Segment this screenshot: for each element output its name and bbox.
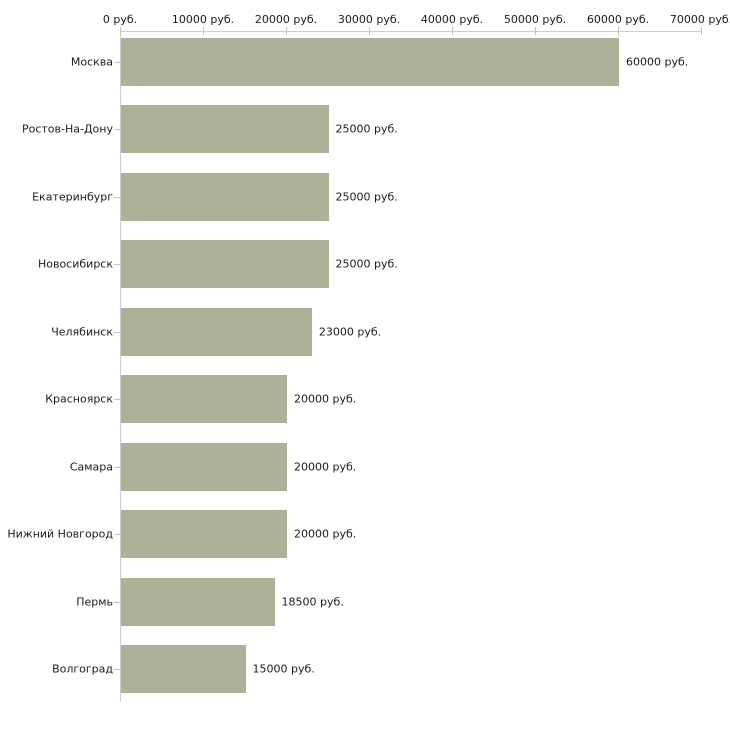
x-axis-tick — [120, 27, 121, 35]
x-axis-tick-label: 60000 руб. — [586, 13, 650, 26]
x-axis-tick-label: 40000 руб. — [420, 13, 484, 26]
x-axis-tick-label: 50000 руб. — [503, 13, 567, 26]
x-axis-tick — [369, 27, 370, 35]
x-axis-tick-label: 20000 руб. — [254, 13, 318, 26]
value-label: 23000 руб. — [318, 325, 382, 339]
x-axis-tick — [203, 27, 204, 35]
bar — [121, 105, 329, 154]
category-label: Челябинск — [51, 325, 113, 339]
value-label: 25000 руб. — [335, 257, 398, 271]
x-axis-tick — [452, 27, 453, 35]
x-axis-tick-label: 10000 руб. — [171, 13, 235, 26]
category-tick — [114, 61, 120, 63]
value-label: 20000 руб. — [294, 460, 357, 474]
bar — [121, 577, 275, 626]
category-tick — [114, 399, 120, 401]
category-label: Новосибирск — [37, 257, 113, 271]
value-label: 25000 руб. — [335, 122, 398, 136]
bar — [121, 645, 246, 694]
bar — [121, 442, 287, 491]
bar — [121, 307, 312, 356]
value-label: 25000 руб. — [335, 190, 398, 204]
category-label: Красноярск — [45, 392, 113, 406]
category-tick — [114, 534, 120, 536]
value-label: 18500 руб. — [281, 595, 344, 609]
category-tick — [114, 601, 120, 603]
value-label: 20000 руб. — [294, 392, 357, 406]
x-axis-tick — [286, 27, 287, 35]
bar — [121, 375, 287, 424]
x-axis-tick — [618, 27, 619, 35]
category-tick — [114, 331, 120, 333]
bar — [121, 240, 329, 289]
category-label: Нижний Новгород — [7, 527, 113, 541]
x-axis-tick — [701, 27, 702, 35]
category-tick — [114, 129, 120, 131]
category-label: Самара — [69, 460, 113, 474]
value-label: 15000 руб. — [252, 662, 315, 676]
x-axis-line — [120, 31, 702, 32]
category-tick — [114, 264, 120, 266]
bar — [121, 510, 287, 559]
value-label: 60000 руб. — [626, 55, 689, 68]
category-label: Екатеринбург — [32, 190, 113, 204]
category-label: Ростов-На-Дону — [21, 122, 113, 136]
category-label: Волгоград — [52, 662, 113, 676]
x-axis-tick-label: 30000 руб. — [337, 13, 401, 26]
category-tick — [114, 466, 120, 468]
value-label: 20000 руб. — [294, 527, 357, 541]
category-tick — [114, 669, 120, 671]
x-axis-tick-label: 70000 руб. — [669, 13, 730, 26]
category-label: Пермь — [76, 595, 113, 609]
category-tick — [114, 196, 120, 198]
bar — [121, 37, 619, 86]
y-axis-line — [120, 31, 121, 702]
bar — [121, 172, 329, 221]
x-axis-tick — [535, 27, 536, 35]
category-label: Москва — [70, 55, 113, 68]
x-axis-tick-label: 0 руб. — [102, 13, 138, 26]
